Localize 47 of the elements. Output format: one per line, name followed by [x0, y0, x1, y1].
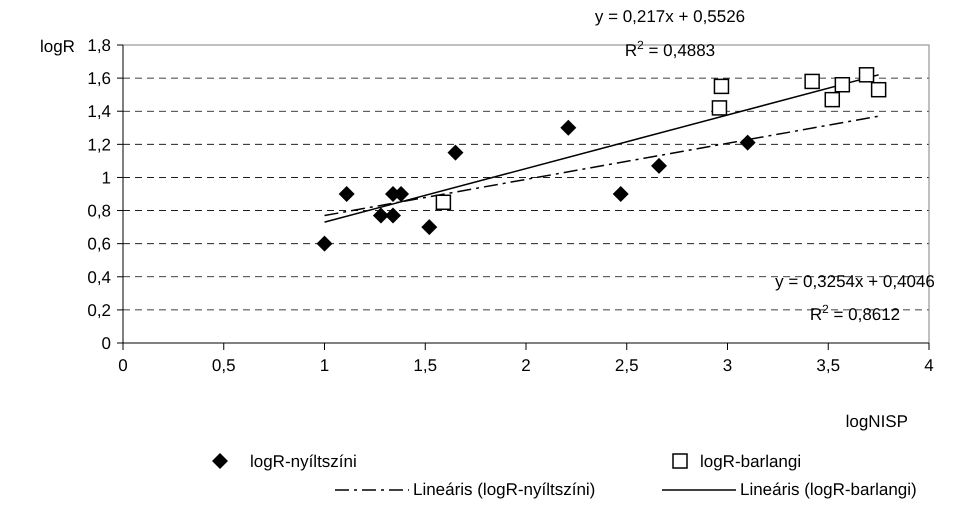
- point: [421, 219, 438, 236]
- point: [385, 208, 402, 224]
- point: [612, 186, 629, 202]
- x-tick-label: 0: [118, 356, 128, 375]
- point: [650, 158, 667, 174]
- y-tick-label: 1,8: [87, 36, 111, 55]
- x-tick-label: 3,5: [816, 356, 840, 375]
- x-tick-label: 0,5: [212, 356, 236, 375]
- x-axis-title: logNISP: [846, 412, 908, 431]
- point: [870, 82, 886, 98]
- point: [804, 74, 820, 90]
- x-tick-label: 3: [722, 356, 732, 375]
- y-tick-label: 1,6: [87, 69, 111, 88]
- annotation: y = 0,3254x + 0,4046: [775, 272, 935, 291]
- point: [447, 144, 464, 161]
- point: [338, 186, 355, 202]
- legend-label: Lineáris (logR-barlangi): [740, 480, 917, 499]
- point: [560, 120, 576, 136]
- legend-label: Lineáris (logR-nyíltszíni): [413, 480, 596, 499]
- x-tick-label: 2: [521, 356, 531, 375]
- point: [824, 92, 840, 108]
- y-tick-label: 1,2: [87, 135, 111, 154]
- point: [372, 208, 389, 224]
- y-tick-label: 0,6: [87, 234, 111, 254]
- point: [712, 100, 728, 116]
- point: [834, 76, 850, 92]
- point: [740, 134, 756, 151]
- x-tick-label: 2,5: [614, 356, 639, 375]
- point: [316, 236, 332, 252]
- y-tick-label: 0: [102, 334, 111, 353]
- x-tick-label: 1: [320, 356, 330, 375]
- y-tick-label: 0,2: [87, 300, 111, 320]
- y-tick-label: 1: [102, 168, 111, 188]
- x-tick-label: 1,5: [413, 356, 438, 375]
- point: [858, 67, 874, 83]
- annotation: R$^{2}$ = 0,4883: [624, 38, 716, 60]
- y-tick-label: 0,4: [87, 268, 111, 287]
- y-axis-title: logR: [40, 37, 75, 56]
- x-tick-label: 4: [924, 356, 934, 375]
- y-tick-label: 0,8: [87, 202, 111, 221]
- y-tick-label: 1,4: [87, 102, 111, 122]
- text: y = 0,217x + 0,5526: [594, 7, 746, 26]
- annotation: R$^{2}$ = 0,8612: [810, 302, 900, 324]
- point: [436, 194, 452, 210]
- legend-label: logR-barlangi: [700, 452, 802, 471]
- legend-label: logR-nyíltszíni: [250, 452, 357, 471]
- point: [714, 78, 730, 94]
